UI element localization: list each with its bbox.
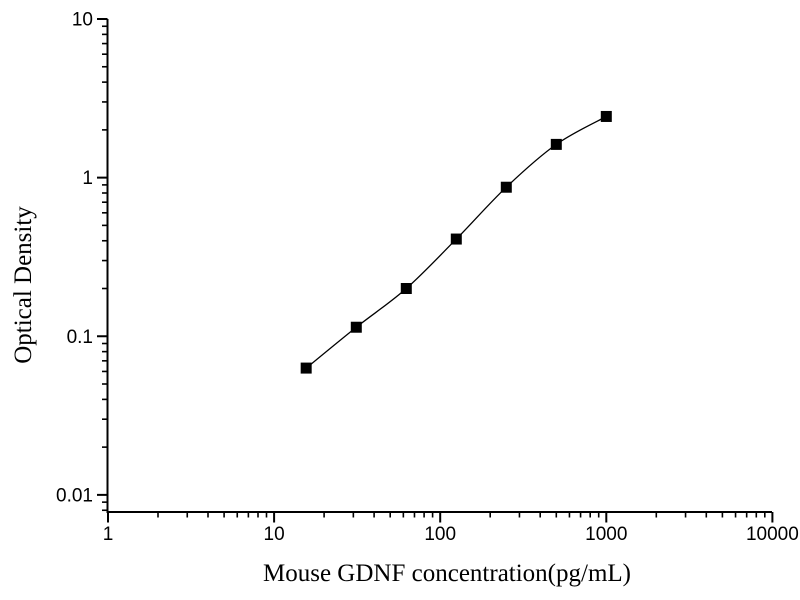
data-point-marker <box>550 138 562 150</box>
data-point-marker <box>450 233 462 245</box>
data-point-marker <box>600 110 612 122</box>
y-tick-label: 10 <box>72 10 93 31</box>
data-point-marker <box>300 362 312 374</box>
x-tick-label: 1000 <box>585 524 627 545</box>
data-point-marker <box>400 283 412 295</box>
data-point-marker <box>500 181 512 193</box>
y-tick-label: 0.01 <box>56 485 93 506</box>
data-point-marker <box>350 321 362 333</box>
x-tick-label: 100 <box>424 524 456 545</box>
x-tick-label: 10 <box>264 524 285 545</box>
y-axis-title: Optical Density <box>10 206 37 364</box>
y-tick-label: 0.1 <box>67 327 93 348</box>
y-tick-label: 1 <box>82 168 93 189</box>
x-tick-label: 1 <box>103 524 114 545</box>
x-axis-title: Mouse GDNF concentration(pg/mL) <box>263 560 631 587</box>
x-tick-label: 10000 <box>746 524 799 545</box>
